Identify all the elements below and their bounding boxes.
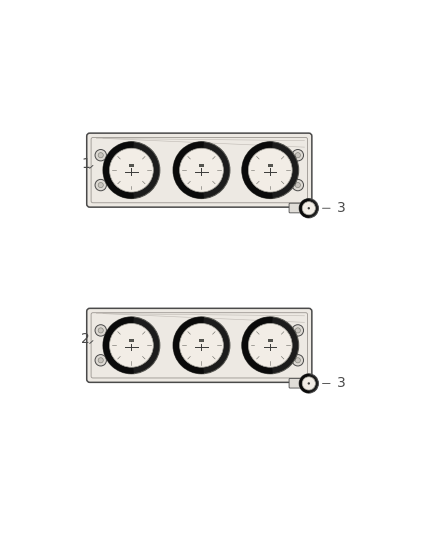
Circle shape: [248, 324, 292, 367]
Circle shape: [242, 142, 299, 199]
Circle shape: [110, 324, 153, 367]
Wedge shape: [242, 317, 273, 374]
Circle shape: [98, 182, 103, 188]
FancyBboxPatch shape: [87, 133, 312, 207]
Circle shape: [292, 354, 304, 366]
Circle shape: [292, 325, 304, 336]
Text: 1: 1: [81, 157, 90, 171]
Circle shape: [173, 317, 230, 374]
Circle shape: [95, 354, 106, 366]
Circle shape: [295, 358, 300, 363]
Circle shape: [98, 358, 103, 363]
Bar: [199, 339, 204, 342]
Circle shape: [302, 377, 315, 390]
Circle shape: [173, 142, 230, 199]
Circle shape: [98, 328, 103, 333]
Circle shape: [242, 317, 299, 374]
Circle shape: [95, 180, 106, 191]
Circle shape: [307, 382, 310, 385]
Circle shape: [95, 150, 106, 161]
Circle shape: [180, 324, 223, 367]
Circle shape: [103, 142, 160, 199]
Wedge shape: [173, 317, 204, 374]
Wedge shape: [299, 374, 310, 393]
Bar: [268, 339, 273, 342]
Bar: [199, 164, 204, 167]
Wedge shape: [103, 142, 134, 199]
Bar: [129, 164, 134, 167]
Circle shape: [295, 328, 300, 333]
Circle shape: [299, 374, 318, 393]
Circle shape: [98, 152, 103, 158]
FancyBboxPatch shape: [289, 203, 307, 213]
Circle shape: [292, 180, 304, 191]
Text: 3: 3: [337, 376, 346, 391]
Wedge shape: [173, 142, 204, 199]
Circle shape: [95, 325, 106, 336]
Circle shape: [103, 317, 160, 374]
Circle shape: [295, 152, 300, 158]
Text: 2: 2: [81, 332, 90, 346]
Circle shape: [292, 150, 304, 161]
Wedge shape: [103, 317, 134, 374]
Circle shape: [295, 182, 300, 188]
Circle shape: [180, 148, 223, 192]
Circle shape: [299, 199, 318, 218]
Wedge shape: [242, 142, 273, 199]
Circle shape: [248, 148, 292, 192]
Wedge shape: [299, 199, 310, 218]
Circle shape: [302, 201, 315, 215]
Text: 3: 3: [337, 201, 346, 215]
Circle shape: [110, 148, 153, 192]
FancyBboxPatch shape: [87, 308, 312, 382]
FancyBboxPatch shape: [289, 378, 307, 388]
Bar: [129, 339, 134, 342]
Circle shape: [307, 207, 310, 209]
Bar: [268, 164, 273, 167]
